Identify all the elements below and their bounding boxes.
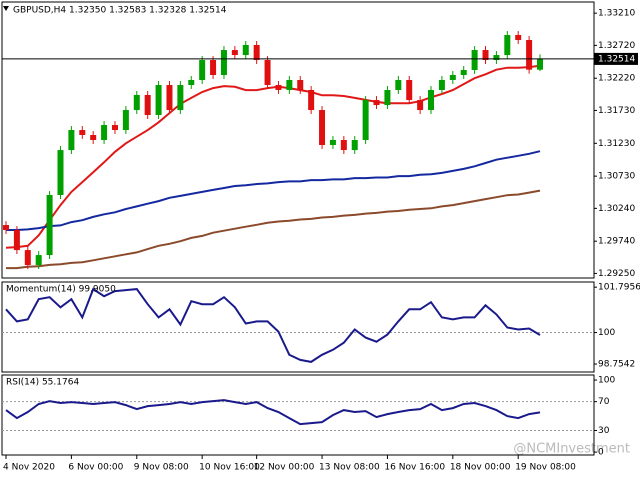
indicator-line: [5, 399, 541, 426]
candle-body: [340, 140, 347, 151]
candle-body: [537, 58, 543, 70]
candle-body: [144, 94, 151, 116]
candle-body: [3, 225, 9, 231]
candle-body: [13, 230, 20, 251]
candle-body: [101, 125, 108, 140]
candle-body: [90, 135, 97, 140]
y-tick-label: 100: [598, 328, 615, 338]
candle-body: [362, 100, 369, 140]
candle-body: [133, 94, 140, 111]
candle-body: [308, 89, 315, 111]
y-tick-label: 101.7956: [598, 283, 640, 293]
panel-frame: [1, 1, 595, 279]
candle-body: [515, 34, 522, 40]
candle-body: [68, 130, 75, 151]
y-tick-label: 1.33210: [598, 9, 635, 19]
candle-body: [482, 50, 489, 61]
candle-body: [275, 84, 282, 90]
y-tick-label: 1.32220: [598, 74, 635, 84]
candle-body: [253, 44, 260, 61]
candle-body: [351, 140, 358, 151]
watermark: @NCMInvestment: [513, 442, 630, 457]
x-tick-label: 19 Nov 08:00: [515, 463, 576, 473]
candle-body: [79, 130, 86, 136]
x-tick-label: 13 Nov 08:00: [319, 463, 380, 473]
panel-frame: [1, 281, 595, 373]
y-tick-label: 1.30730: [598, 172, 635, 182]
moving-average: [6, 150, 541, 231]
y-tick-label: 98.7542: [598, 360, 635, 370]
candle-body: [35, 255, 42, 266]
candle-body: [46, 195, 53, 256]
y-tick-label: 0: [598, 448, 604, 458]
candle-body: [297, 80, 304, 90]
x-tick-label: 16 Nov 16:00: [384, 463, 445, 473]
x-tick-label: 12 Nov 00:00: [254, 463, 315, 473]
y-tick-label: 1.30240: [598, 204, 635, 214]
candle-body: [460, 70, 467, 76]
candle-body: [264, 60, 271, 85]
candle-body: [329, 140, 336, 145]
candle-body: [526, 39, 533, 70]
candle-body: [471, 50, 478, 71]
candle-body: [406, 80, 413, 101]
moving-average: [5, 64, 541, 249]
candle-body: [166, 84, 173, 111]
candle-body: [384, 89, 391, 106]
x-tick-label: 18 Nov 00:00: [450, 463, 511, 473]
candle-body: [438, 80, 445, 90]
candle-body: [199, 60, 206, 81]
current-price-box: [594, 52, 638, 65]
y-tick-label: 1.31730: [598, 106, 635, 116]
chart-title: GBPUSD,H4 1.32350 1.32583 1.32328 1.3251…: [13, 6, 227, 16]
y-tick-label: 1.31230: [598, 139, 635, 149]
candle-body: [373, 100, 380, 106]
y-tick-label: 1.29250: [598, 269, 635, 279]
x-tick-label: 6 Nov 00:00: [68, 463, 123, 473]
candle-body: [210, 60, 217, 76]
candle-body: [395, 80, 402, 90]
candle-body: [504, 34, 511, 56]
panel-frame: [1, 374, 595, 456]
y-tick-label: 100: [598, 376, 615, 386]
candle-body: [155, 84, 162, 116]
candle-body: [428, 89, 435, 111]
candle-body: [493, 55, 500, 61]
candle-body: [449, 75, 456, 81]
candle-body: [286, 80, 293, 90]
x-tick-label: 10 Nov 16:00: [199, 463, 260, 473]
candle-body: [319, 110, 326, 145]
indicator-line: [5, 287, 541, 363]
candle-body: [122, 110, 129, 131]
candle-body: [111, 125, 118, 131]
candle-body: [220, 50, 227, 76]
y-tick-label: 1.29740: [598, 237, 635, 247]
candle-body: [231, 50, 238, 56]
candle-body: [177, 84, 184, 111]
candle-body: [188, 80, 195, 85]
y-tick-label: 70: [598, 397, 610, 407]
candle-body: [24, 250, 31, 266]
candle-body: [57, 150, 64, 196]
current-price-label: 1.32514: [598, 54, 635, 64]
moving-average: [6, 189, 541, 270]
panel-title: RSI(14) 55.1764: [6, 378, 79, 388]
candle-body: [242, 44, 249, 56]
y-tick-label: 30: [598, 426, 610, 436]
x-tick-label: 9 Nov 08:00: [134, 463, 189, 473]
panel-title: Momentum(14) 99.9050: [6, 285, 116, 295]
y-tick-label: 1.32720: [598, 41, 635, 51]
menu-icon: [3, 6, 9, 11]
x-tick-label: 4 Nov 2020: [3, 463, 55, 473]
candle-body: [417, 100, 424, 111]
